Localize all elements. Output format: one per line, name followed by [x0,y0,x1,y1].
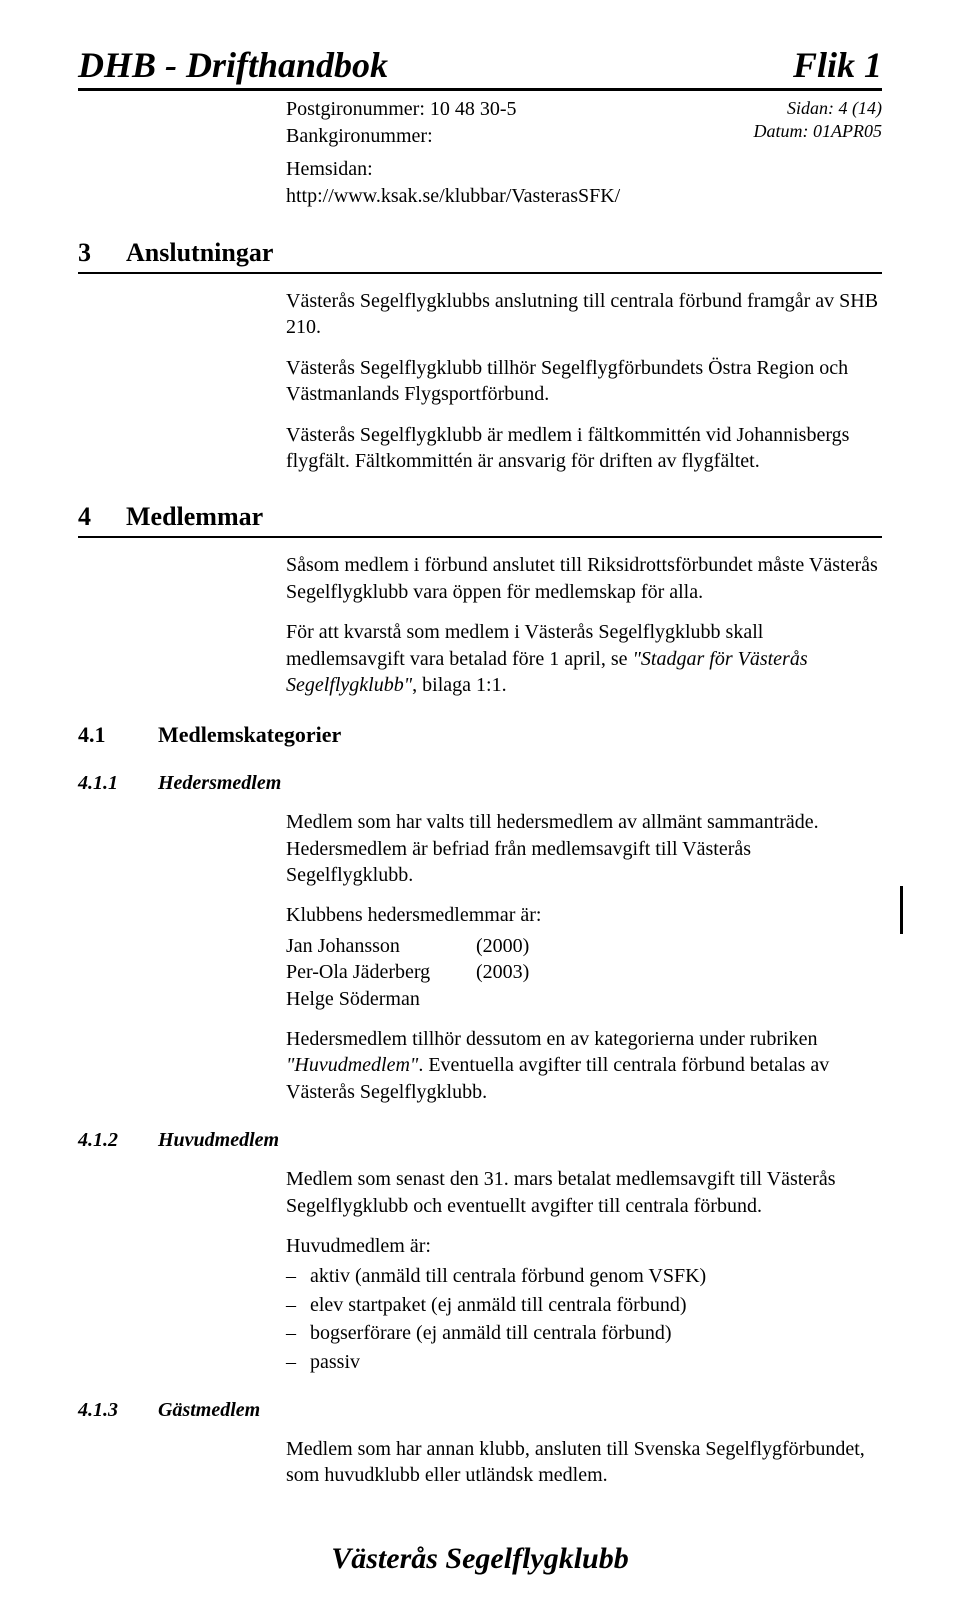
s411-p3a: Hedersmedlem tillhör dessutom en av kate… [286,1028,818,1050]
s4-p2: För att kvarstå som medlem i Västerås Se… [286,619,882,698]
page-header: DHB - Drifthandbok Flik 1 [78,44,882,91]
s3-p2: Västerås Segelflygklubb tillhör Segelfly… [286,355,882,408]
honor-row: Helge Söderman [286,986,882,1012]
section-4-1-3-title: Gästmedlem [158,1399,260,1422]
section-4-1-1-body: Medlem som har valts till hedersmedlem a… [286,809,882,1105]
s411-p2: Klubbens hedersmedlemmar är: [286,902,882,928]
revision-bar-icon [900,886,903,934]
list-item: –passiv [286,1349,882,1375]
bankgiro-line: Bankgironummer: [286,123,706,150]
s411-p1: Medlem som har valts till hedersmedlem a… [286,809,882,888]
s3-p3: Västerås Segelflygklubb är medlem i fält… [286,422,882,475]
huvudmedlem-list: –aktiv (anmäld till centrala förbund gen… [286,1263,882,1375]
honor-year: (2003) [476,959,529,985]
section-4-1-1-title: Hedersmedlem [158,772,281,795]
honors-list: Jan Johansson (2000) Per-Ola Jäderberg (… [286,933,882,1012]
section-4-1-heading: 4.1 Medlemskategorier [78,722,882,748]
section-4-1-title: Medlemskategorier [158,722,341,748]
section-4-1-3-body: Medlem som har annan klubb, ansluten til… [286,1436,882,1489]
list-item-text: elev startpaket (ej anmäld till centrala… [310,1292,687,1318]
section-4-1-2-title: Huvudmedlem [158,1129,279,1152]
section-3-body: Västerås Segelflygklubbs anslutning till… [286,288,882,474]
honor-year: (2000) [476,933,529,959]
section-4-1-2-num: 4.1.2 [78,1129,158,1152]
list-item-text: passiv [310,1349,360,1375]
section-4-heading: 4 Medlemmar [78,502,882,538]
honor-name: Jan Johansson [286,933,476,959]
s413-p1: Medlem som har annan klubb, ansluten til… [286,1436,882,1489]
section-4-title: Medlemmar [126,502,263,532]
dash-icon: – [286,1349,310,1375]
dash-icon: – [286,1320,310,1346]
section-4-num: 4 [78,502,126,532]
section-3-title: Anslutningar [126,238,273,268]
section-4-1-num: 4.1 [78,722,158,748]
section-4-1-3-num: 4.1.3 [78,1399,158,1422]
section-4-body: Såsom medlem i förbund anslutet till Rik… [286,552,882,698]
s3-p1: Västerås Segelflygklubbs anslutning till… [286,288,882,341]
list-item: –aktiv (anmäld till centrala förbund gen… [286,1263,882,1289]
s412-p1: Medlem som senast den 31. mars betalat m… [286,1166,882,1219]
website-line: Hemsidan: http://www.ksak.se/klubbar/Vas… [286,156,706,210]
section-4-1-2-body: Medlem som senast den 31. mars betalat m… [286,1166,882,1375]
section-3-heading: 3 Anslutningar [78,238,882,274]
section-3-num: 3 [78,238,126,268]
page: DHB - Drifthandbok Flik 1 Sidan: 4 (14) … [0,0,960,1616]
honor-row: Per-Ola Jäderberg (2003) [286,959,882,985]
s411-p3b: "Huvudmedlem" [286,1054,418,1076]
honor-row: Jan Johansson (2000) [286,933,882,959]
section-4-1-1-num: 4.1.1 [78,772,158,795]
postgiro-line: Postgironummer: 10 48 30-5 [286,96,706,123]
honor-name: Per-Ola Jäderberg [286,959,476,985]
list-item-text: bogserförare (ej anmäld till centrala fö… [310,1320,672,1346]
section-4-1-1-heading: 4.1.1 Hedersmedlem [78,772,882,795]
header-title-right: Flik 1 [793,44,882,86]
dash-icon: – [286,1263,310,1289]
list-item: –elev startpaket (ej anmäld till central… [286,1292,882,1318]
page-footer: Västerås Segelflygklubb [0,1542,960,1576]
s4-p1: Såsom medlem i förbund anslutet till Rik… [286,552,882,605]
contact-info: Postgironummer: 10 48 30-5 Bankgironumme… [286,96,706,210]
list-item-text: aktiv (anmäld till centrala förbund geno… [310,1263,706,1289]
list-item: –bogserförare (ej anmäld till centrala f… [286,1320,882,1346]
dash-icon: – [286,1292,310,1318]
section-4-1-2-heading: 4.1.2 Huvudmedlem [78,1129,882,1152]
s411-p3: Hedersmedlem tillhör dessutom en av kate… [286,1026,882,1105]
s4-p2c: , bilaga 1:1. [412,674,506,696]
section-4-1-3-heading: 4.1.3 Gästmedlem [78,1399,882,1422]
header-title-left: DHB - Drifthandbok [78,44,388,86]
s412-p2: Huvudmedlem är: [286,1233,882,1259]
honor-name: Helge Söderman [286,986,476,1012]
